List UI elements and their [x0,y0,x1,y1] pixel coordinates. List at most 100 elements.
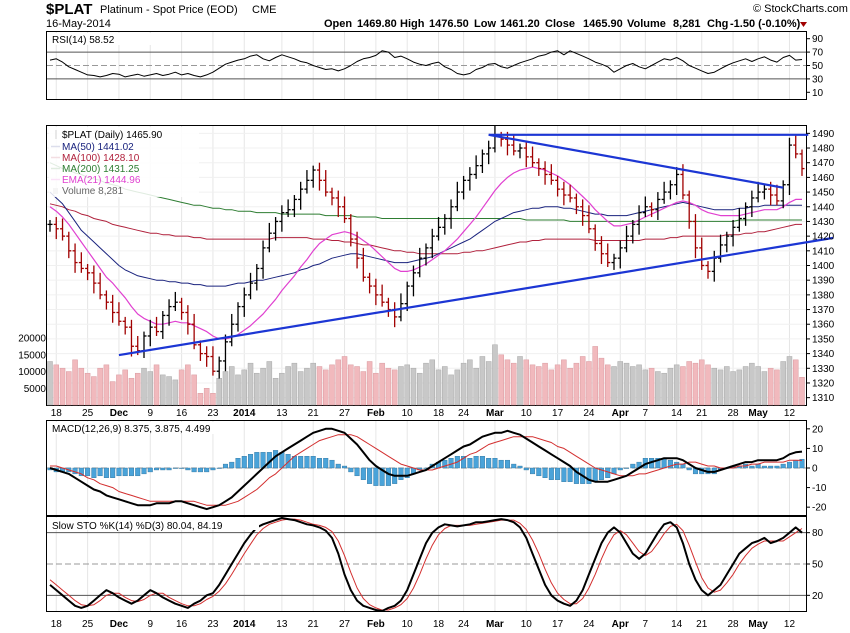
macd-histogram-bar [479,456,485,469]
chart-date: 16-May-2014 [46,18,111,30]
volume-bar [592,346,598,406]
price-axis-tick-label: 1490 [812,129,835,140]
volume-bar [761,371,768,406]
volume-bar [366,361,373,406]
macd-histogram-bar [316,458,322,469]
macd-histogram-bar [461,456,467,469]
macd-histogram-bar [160,467,166,471]
macd-histogram-bar [385,467,391,486]
macd-histogram-bar [548,467,554,480]
macd-histogram-bar [279,452,285,469]
x-tick-label: 27 [339,619,351,630]
low-label: Low [474,18,496,30]
macd-histogram-bar [504,459,510,469]
macd-histogram-bar [323,458,329,469]
sto-axis-tick-label: 20 [812,591,824,602]
macd-histogram-bar [542,467,548,478]
price-axis-tick-label: 1390 [812,276,835,287]
macd-histogram-bar [586,467,592,484]
macd-histogram-bar [85,467,91,477]
volume-bar [604,364,611,406]
volume-bar [310,362,316,406]
price-axis-tick-label: 1330 [812,364,835,375]
macd-histogram-bar [354,467,360,477]
price-axis-tick-label: 1460 [812,173,835,184]
rsi-axis-tick-label: 50 [812,61,824,72]
volume-bar [667,367,674,406]
x-tick-label: Dec [110,619,129,630]
x-tick-label: 13 [276,619,288,630]
legend-volume: Volume 8,281 [62,186,124,197]
x-tick-label: 25 [82,408,94,419]
volume-bar [66,371,72,406]
legend-ema21: EMA(21) 1444.96 [62,175,141,186]
stochastic-label: Slow STO %K(14) %D(3) 80.04, 84.19 [52,521,223,532]
macd-histogram-bar [686,467,692,471]
volume-bar [730,371,736,406]
legend-bg [49,127,199,197]
volume-bar [617,361,624,406]
macd-histogram-bar [97,467,103,477]
x-tick-label: 24 [583,619,595,630]
volume-bar [235,374,241,406]
macd-histogram-bar [298,456,304,469]
volume-bar [216,377,222,406]
x-tick-label: 24 [458,619,470,630]
close-label: Close [545,18,575,30]
volume-bar [153,364,160,406]
volume-bar [548,369,555,406]
x-tick-label: 18 [433,408,445,419]
macd-histogram-bar [210,467,216,471]
volume-bar [241,369,248,406]
macd-histogram-bar [342,465,348,469]
volume-bar [329,364,335,406]
volume-bar [492,344,498,406]
macd-histogram-bar [774,465,780,469]
macd-histogram-bar [367,467,373,484]
x-tick-label: 21 [696,619,708,630]
volume-bar [379,362,385,406]
close-value: 1465.90 [583,18,623,30]
x-tick-label: 7 [643,619,649,630]
volume-bar [47,361,53,406]
macd-histogram-bar [592,467,598,482]
price-axis-tick-label: 1320 [812,378,835,389]
volume-bar [103,364,110,406]
macd-histogram-bar [154,467,160,471]
volume-bar [529,364,536,406]
macd-histogram-bar [110,467,116,478]
rsi-plot: 10 30 50 70 90 [47,32,824,99]
volume-bar [623,362,630,406]
instrument-subtitle: - Spot Price (EOD) [146,4,238,16]
macd-label-bg [49,422,239,434]
macd-histogram-bar [360,467,366,480]
exchange: CME [252,4,276,16]
sto-label-bg [49,518,259,530]
support-trendline [118,236,834,357]
volume-bar [749,362,755,406]
volume-bar [128,377,135,406]
x-tick-label: 7 [643,408,649,419]
macd-histogram-bar [373,467,379,486]
volume-bar [178,369,185,406]
volume-bar [655,371,661,406]
macd-axis-tick-label: -10 [812,483,827,494]
volume-bar [799,377,805,406]
macd-axis-tick-label: 0 [812,464,818,475]
volume-bar [504,359,511,406]
macd-histogram-bar [128,467,134,477]
x-tick-label: 21 [308,408,320,419]
volume-bar [661,372,667,406]
macd-histogram-bar [598,467,604,480]
x-tick-label: 16 [176,408,188,419]
x-tick-label: 2014 [233,408,256,419]
macd-histogram-bar [191,467,197,473]
macd-histogram-bar [197,467,203,473]
macd-histogram-bar [404,467,410,478]
volume-bar [460,362,467,406]
x-axis: 18 25 Dec 9 16 23 2014 13 21 27 Feb 10 18 24 Mar 10 17 24… [51,408,796,630]
volume-bar [341,356,348,406]
macd-label: MACD(12,26,9) 8.375, 3.875, 4.499 [52,424,211,435]
x-tick-label: 24 [458,408,470,419]
